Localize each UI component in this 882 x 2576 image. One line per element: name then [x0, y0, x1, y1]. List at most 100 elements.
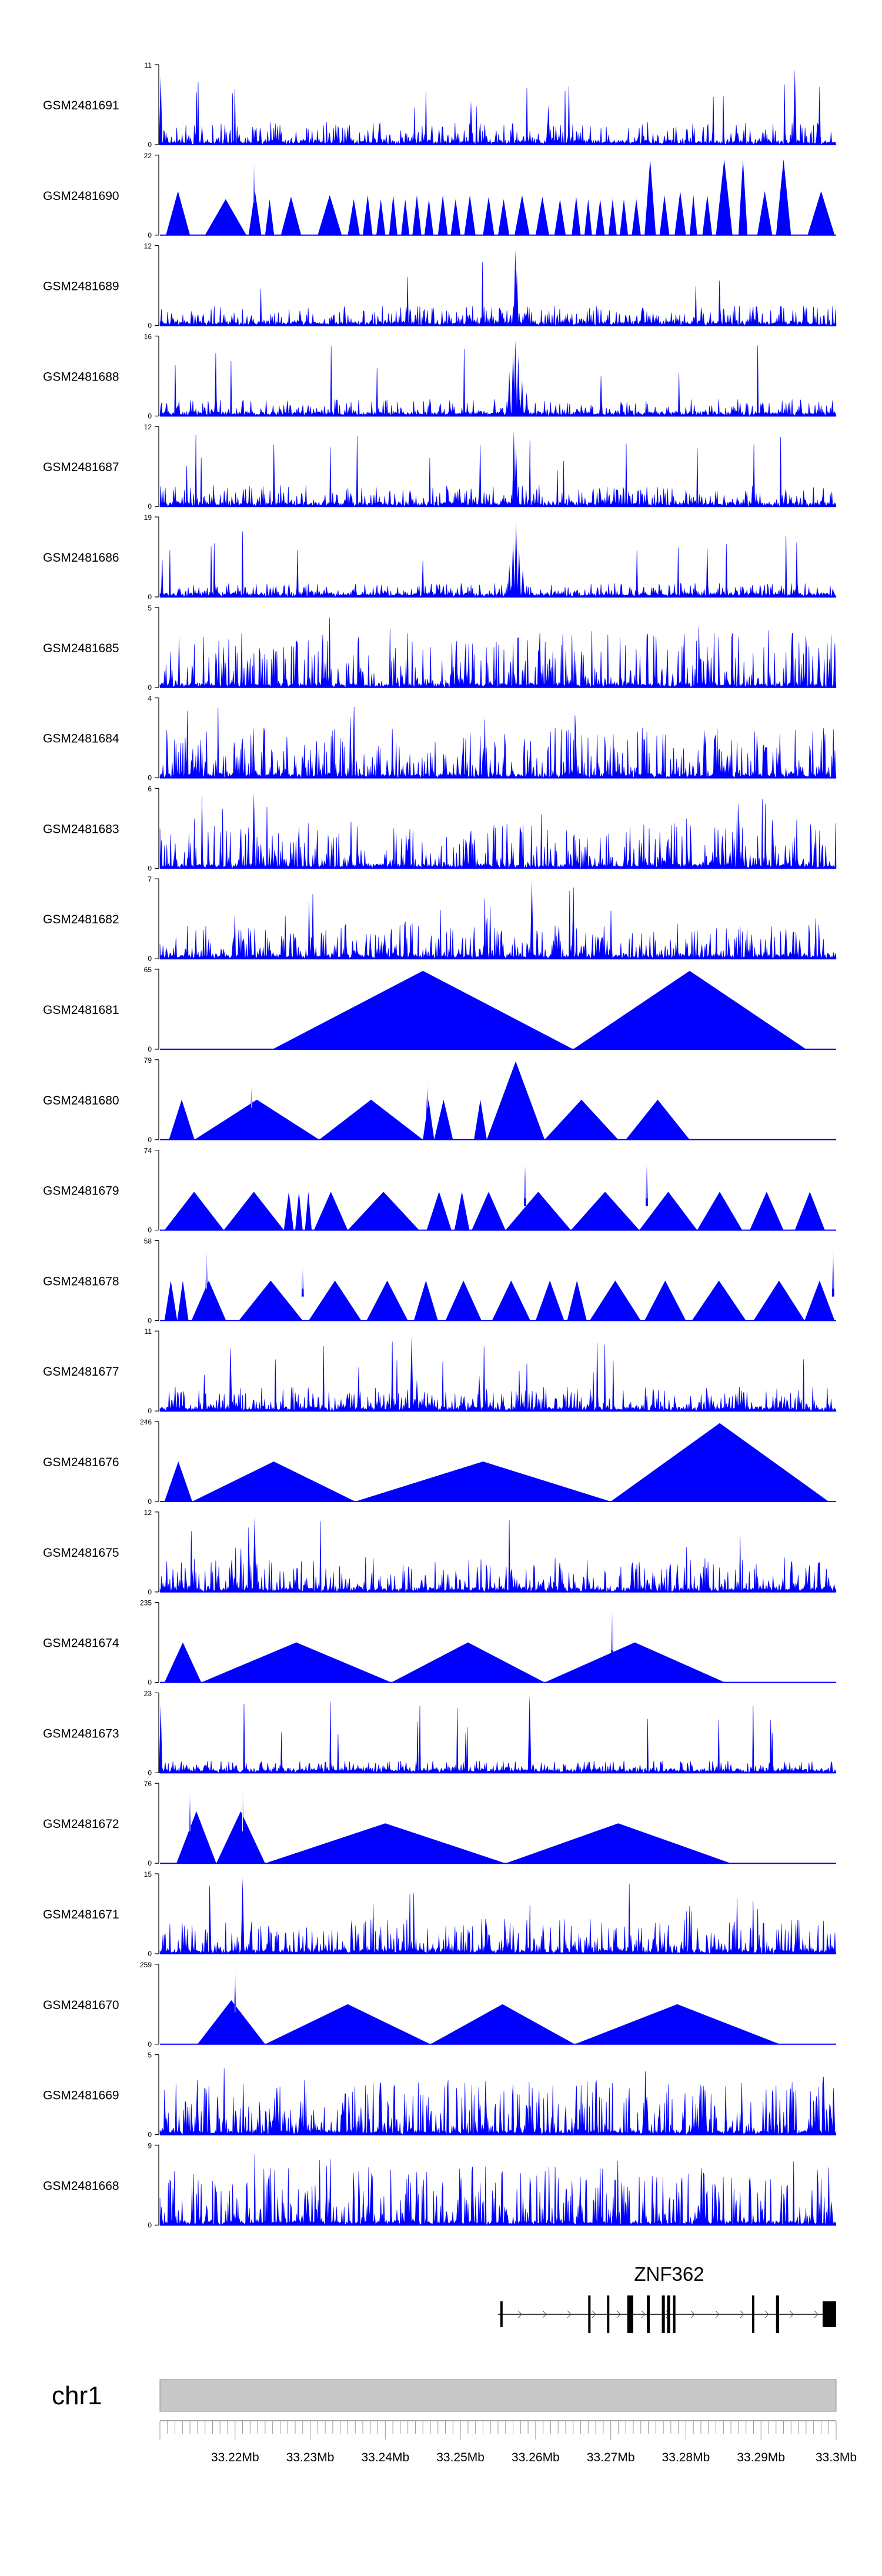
coverage-peak [477, 1375, 482, 1412]
track-GSM2481687: GSM2481687 12 0 [43, 423, 837, 510]
coverage-segment [535, 1280, 564, 1321]
coverage-segment [697, 1192, 743, 1230]
y-tick-label-max: 12 [144, 423, 152, 431]
y-tick-label-min: 0 [148, 864, 152, 872]
gene-exon [647, 2295, 650, 2333]
strand-arrow [616, 2310, 621, 2318]
coverage-segment [474, 1099, 487, 1140]
y-tick-label-max: 11 [145, 1327, 152, 1336]
coverage-area [159, 887, 837, 960]
coverage-segment [265, 199, 275, 235]
gene-exon [667, 2295, 670, 2333]
coverage-peak [410, 1335, 414, 1412]
track-GSM2481677: GSM2481677 11 0 [43, 1327, 837, 1415]
y-tick-label-min: 0 [148, 1497, 152, 1506]
coverage-segment [674, 191, 686, 235]
track-label: GSM2481668 [43, 2179, 119, 2193]
coverage-segment [192, 1461, 356, 1501]
coverage-peak [415, 1379, 419, 1412]
strand-arrow [814, 2310, 818, 2318]
x-tick-label: 33.27Mb [587, 2451, 635, 2464]
coverage-peak [527, 1694, 532, 1773]
coverage-segment [454, 1192, 470, 1230]
x-tick-label: 33.24Mb [361, 2451, 409, 2464]
track-GSM2481686: GSM2481686 19 0 [43, 513, 837, 601]
coverage-segment [486, 1061, 545, 1140]
y-tick-label-min: 0 [148, 1136, 152, 1144]
coverage-segment [644, 1280, 686, 1321]
coverage-peak [530, 880, 534, 959]
coverage-segment [535, 196, 549, 235]
coverage-segment [272, 970, 573, 1049]
y-tick-label-max: 79 [144, 1056, 152, 1065]
strand-arrow [740, 2310, 744, 2318]
coverage-area [159, 1342, 837, 1412]
coverage-area [159, 2154, 837, 2226]
chromosome-ideogram [159, 2379, 837, 2412]
track-label: GSM2481679 [43, 1184, 119, 1198]
y-tick-label-min: 0 [148, 1679, 152, 1687]
coverage-segment [283, 1192, 294, 1230]
y-tick-label-min: 0 [148, 1588, 152, 1596]
coverage-area [159, 1520, 837, 1593]
coverage-segment [620, 199, 629, 235]
coverage-segment [572, 196, 581, 235]
track-label: GSM2481671 [43, 1908, 119, 1921]
data-tracks: GSM2481691110GSM2481690220GSM2481689120G… [43, 61, 837, 2229]
coverage-peak [524, 392, 529, 416]
y-tick-label-max: 235 [140, 1599, 152, 1607]
gene-exon [673, 2295, 676, 2333]
coverage-area [159, 617, 837, 688]
coverage-segment [716, 159, 733, 235]
track-label: GSM2481687 [43, 461, 119, 474]
chromosome-label: chr1 [52, 2381, 102, 2410]
coverage-segment [757, 191, 773, 235]
coverage-segment [573, 970, 806, 1049]
track-label: GSM2481673 [43, 1727, 119, 1740]
coverage-peak [507, 565, 512, 597]
track-GSM2481690: GSM2481690 22 0 [43, 152, 836, 239]
y-tick-label-min: 0 [148, 1045, 152, 1053]
coverage-segment [626, 1099, 690, 1140]
track-GSM2481688: GSM2481688 16 0 [43, 332, 837, 420]
coverage-peak [469, 101, 473, 145]
coverage-segment [691, 1280, 746, 1321]
coverage-segment [191, 1280, 226, 1321]
coverage-segment [423, 1099, 435, 1140]
coverage-segment [164, 1642, 202, 1683]
y-tick-label-min: 0 [148, 141, 152, 149]
coverage-segment [794, 1192, 825, 1230]
y-tick-label-max: 15 [144, 1870, 152, 1878]
y-tick-label-max: 12 [144, 242, 152, 251]
track-label: GSM2481681 [43, 1003, 119, 1017]
strand-arrow [715, 2310, 720, 2318]
track-label: GSM2481685 [43, 642, 119, 655]
gene-name: ZNF362 [634, 2263, 704, 2285]
coverage-peak [514, 520, 518, 597]
track-GSM2481691: GSM2481691 11 0 [43, 61, 837, 149]
coverage-segment [366, 1280, 408, 1321]
coverage-segment [589, 1280, 641, 1321]
coverage-segment [738, 159, 748, 235]
coverage-area [159, 435, 837, 507]
coverage-peak [252, 792, 256, 869]
track-GSM2481675: GSM2481675 12 0 [43, 1509, 837, 1596]
coverage-segment [413, 1280, 438, 1321]
coverage-segment [295, 1192, 303, 1230]
track-GSM2481669: GSM2481669 5 0 [43, 2051, 837, 2139]
coverage-segment [505, 1823, 731, 1864]
coverage-peak [513, 340, 517, 416]
track-GSM2481689: GSM2481689 12 0 [43, 242, 837, 330]
coverage-segment [434, 1099, 453, 1140]
coverage-segment [492, 1280, 530, 1321]
coverage-peak [159, 76, 163, 145]
coverage-segment [702, 195, 713, 235]
track-GSM2481676: GSM2481676 246 0 [43, 1418, 836, 1506]
y-tick-label-min: 0 [148, 231, 152, 239]
coverage-segment [659, 195, 670, 235]
coverage-segment [544, 1642, 725, 1683]
coverage-segment [169, 1099, 195, 1140]
track-label: GSM2481682 [43, 913, 119, 926]
coverage-segment [309, 1280, 362, 1321]
coverage-segment [166, 191, 191, 235]
